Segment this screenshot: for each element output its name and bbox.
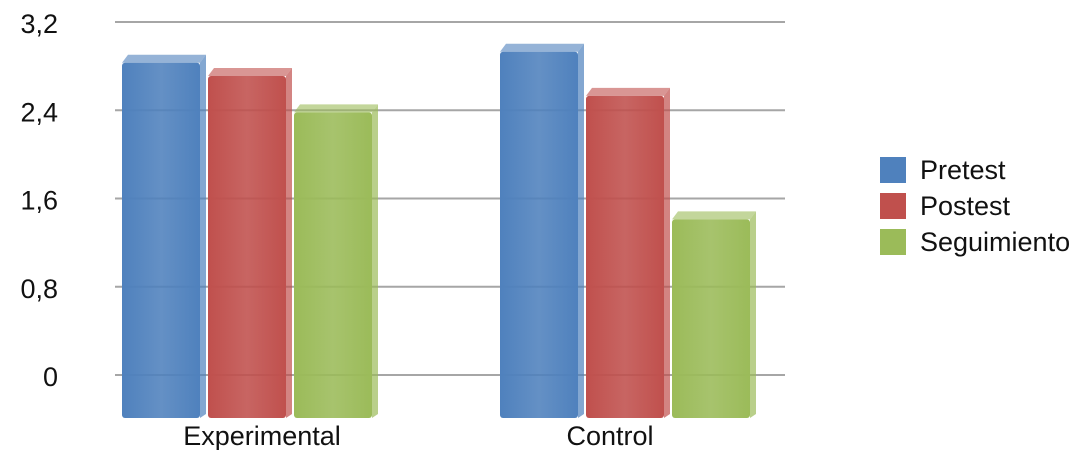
bar-pretest-experimental [122,54,206,418]
y-tick-label: 2,4 [20,97,58,127]
legend-label-pretest: Pretest [920,154,1006,185]
bars [122,43,756,418]
bar-pretest-control [500,43,584,418]
legend-label-seguimiento: Seguimiento [920,226,1071,257]
bar-seguimiento-control [672,211,756,418]
bar-postest-control [586,87,670,418]
y-tick-label: 3,2 [20,9,58,39]
legend-item-seguimiento: Seguimiento [880,224,1070,260]
legend-item-pretest: Pretest [880,152,1070,188]
bar-postest-experimental [208,68,292,418]
x-tick-label-control: Control [566,421,653,450]
y-tick-label: 1,6 [20,186,58,216]
x-tick-label-experimental: Experimental [183,421,341,450]
bar-seguimiento-experimental [294,104,378,418]
y-tick-label: 0,8 [20,274,58,304]
legend-label-postest: Postest [920,190,1011,221]
legend-swatch-postest [880,193,906,219]
gridlines: 0 0,8 1,6 2,4 3,2 [20,9,785,392]
legend: Pretest Postest Seguimiento [880,152,1070,260]
legend-swatch-seguimiento [880,229,906,255]
legend-swatch-pretest [880,157,906,183]
legend-item-postest: Postest [880,188,1070,224]
y-tick-label: 0 [43,362,58,392]
